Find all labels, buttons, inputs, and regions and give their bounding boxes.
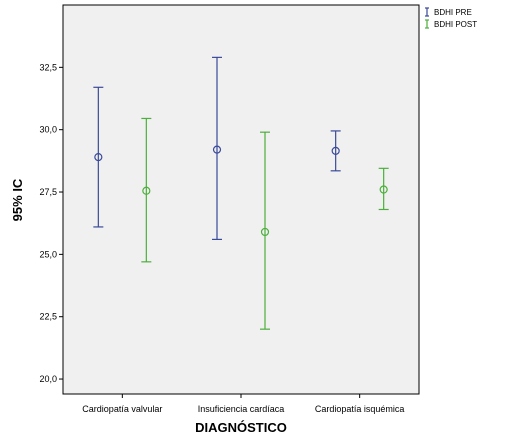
y-tick-label: 20,0 [39, 374, 57, 384]
y-tick-label: 30,0 [39, 125, 57, 135]
mean-marker [142, 186, 151, 195]
x-axis-title: DIAGNÓSTICO [195, 420, 287, 435]
y-axis: 20,0 22,5 25,0 27,5 30,0 32,5 [39, 62, 63, 384]
y-tick-label: 22,5 [39, 312, 57, 322]
series-bdhi-pre [93, 56, 341, 240]
legend-label: BDHI PRE [434, 8, 472, 17]
mean-marker [260, 227, 270, 237]
x-axis: Cardiopatía valvular Insuficiencia cardía… [82, 394, 404, 414]
x-tick-label: Insuficiencia cardíaca [198, 404, 285, 414]
plot-background [62, 4, 420, 395]
x-tick-label: Cardiopatía isquémica [315, 404, 405, 414]
mean-marker [331, 146, 340, 155]
legend: BDHI PRE BDHI POST [425, 7, 477, 29]
error-bars [93, 56, 389, 330]
mean-marker [212, 145, 222, 154]
x-tick-label: Cardiopatía valvular [82, 404, 162, 414]
y-tick-label: 32,5 [39, 62, 57, 72]
legend-item: BDHI POST [425, 19, 477, 29]
y-axis-title: 95% IC [10, 178, 25, 221]
mean-marker [379, 185, 388, 194]
y-tick-label: 27,5 [39, 187, 57, 197]
legend-label: BDHI POST [434, 20, 477, 29]
series-bdhi-post [141, 117, 389, 330]
mean-marker [94, 153, 103, 162]
y-tick-label: 25,0 [39, 249, 57, 259]
legend-item: BDHI PRE [425, 7, 472, 17]
